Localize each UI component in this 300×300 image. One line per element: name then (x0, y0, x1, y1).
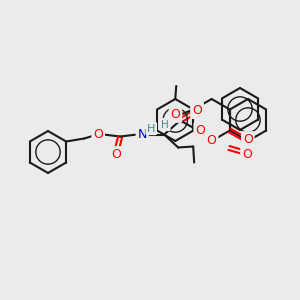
Text: O: O (170, 108, 180, 121)
Text: O: O (242, 148, 252, 160)
Text: O: O (192, 104, 202, 117)
Text: H: H (161, 119, 169, 130)
Text: O: O (243, 133, 253, 146)
Text: O: O (192, 104, 202, 117)
Text: H: H (147, 124, 155, 134)
Text: O: O (207, 134, 217, 148)
Text: N: N (137, 128, 147, 141)
Text: O: O (93, 128, 103, 141)
Text: O: O (111, 148, 121, 161)
Text: O: O (195, 124, 205, 137)
